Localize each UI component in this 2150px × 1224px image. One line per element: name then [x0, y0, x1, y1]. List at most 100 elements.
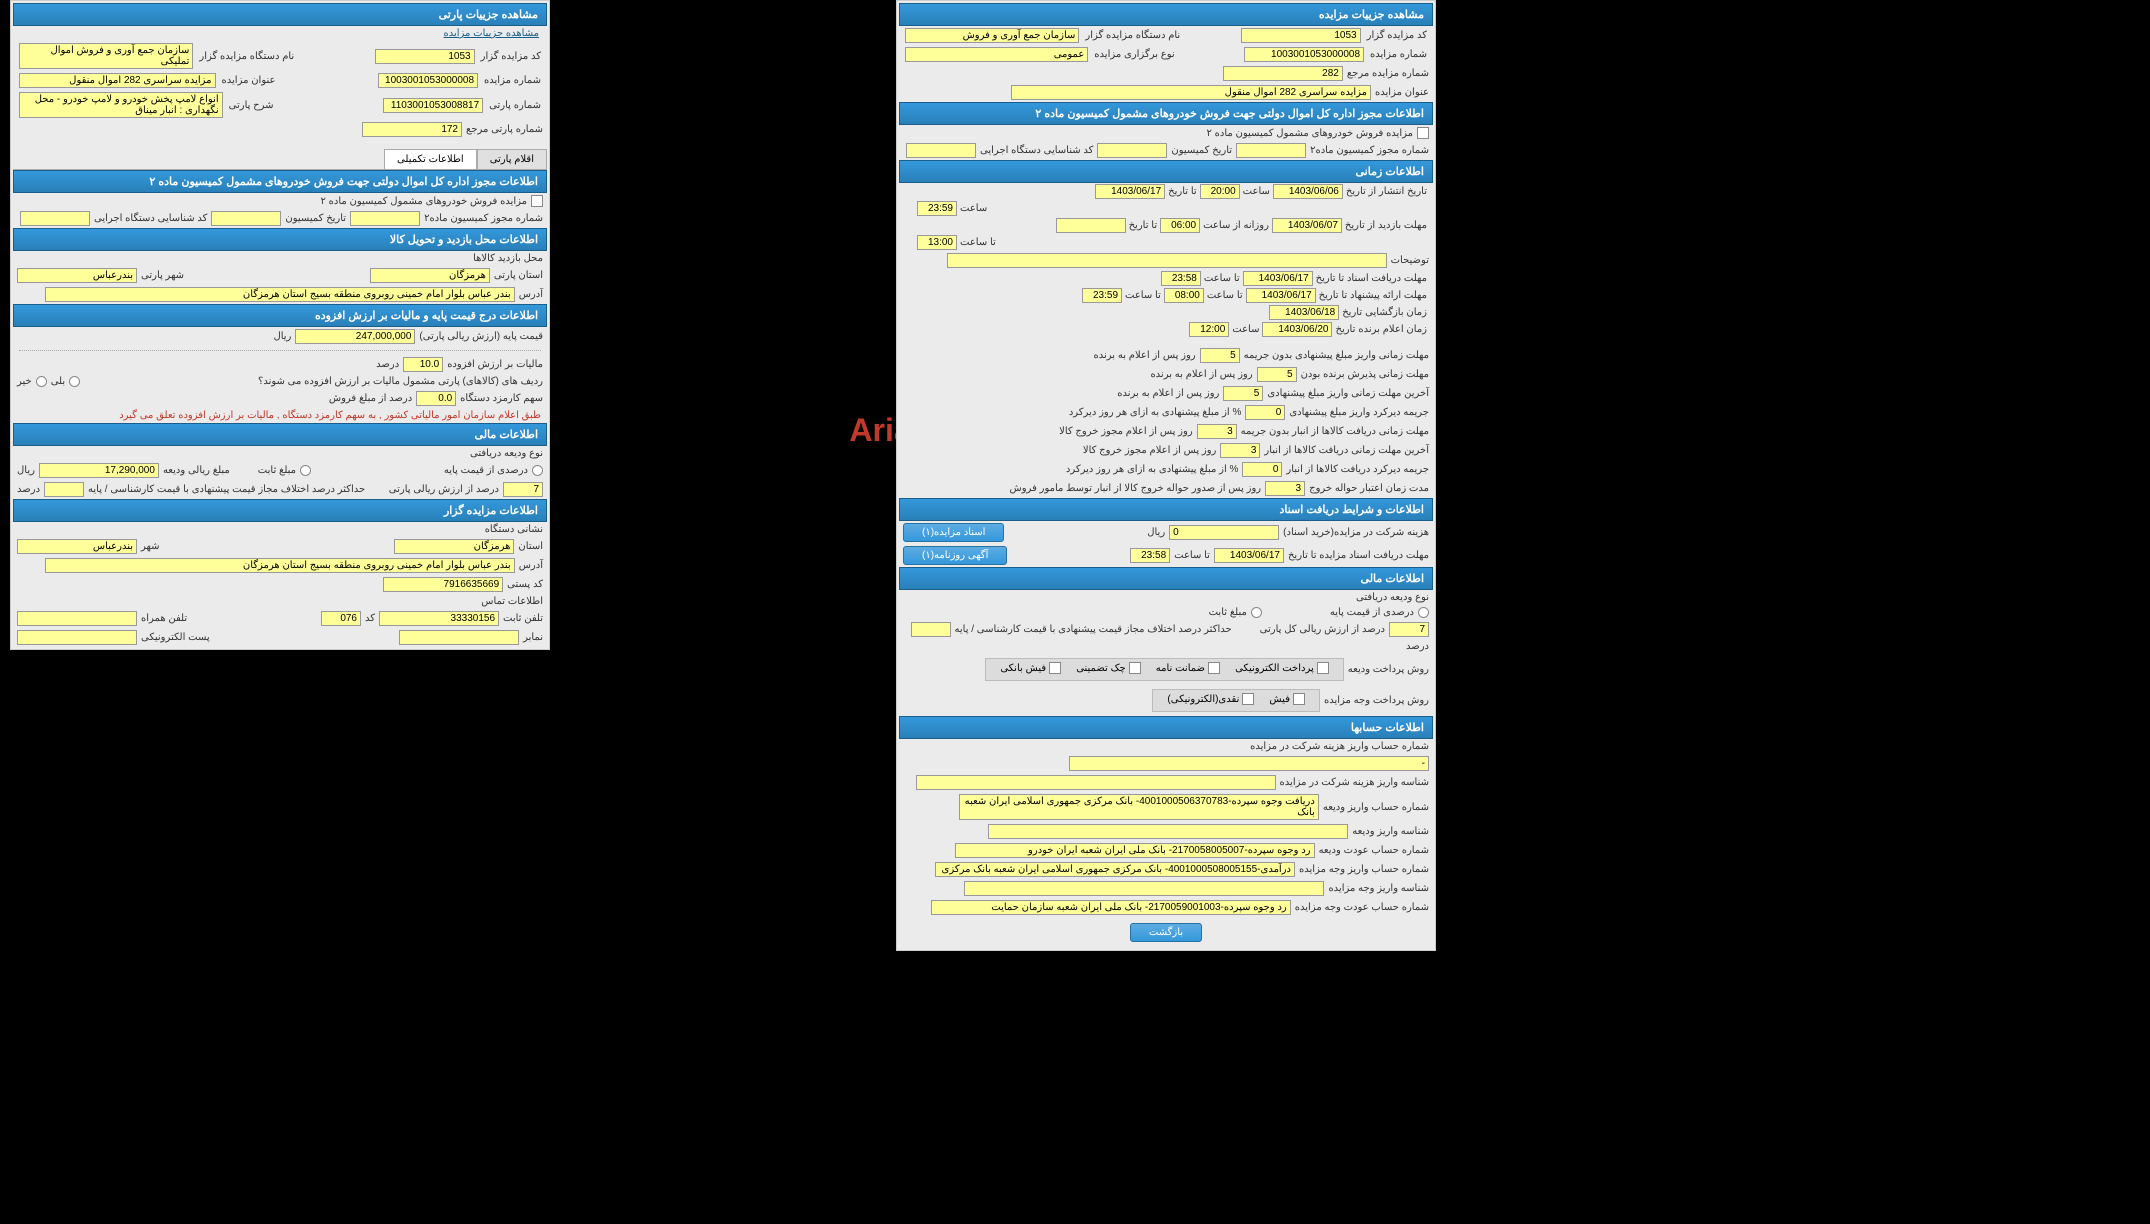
chk-fish[interactable]: [1293, 693, 1305, 705]
l-org-addr: آدرس: [519, 560, 543, 571]
btn-newspaper-ad[interactable]: آگهی روزنامه(۱): [903, 546, 1007, 565]
l-pub-from: تاریخ انتشار از تاریخ: [1346, 186, 1427, 197]
tab-supplementary[interactable]: اطلاعات تکمیلی: [384, 149, 477, 169]
f-org-prov: هرمزگان: [394, 539, 514, 554]
f-vat: 10.0: [403, 357, 443, 372]
label-auction-type: نوع برگزاری مزایده: [1094, 49, 1174, 60]
l-open-time: زمان بازگشایی: [1365, 307, 1427, 318]
l-city: شهر پارتی: [141, 270, 184, 281]
header-location: اطلاعات محل بازدید و تحویل کالا: [13, 228, 547, 251]
f-org-city: بندرعباس: [17, 539, 137, 554]
f-d5: 3: [1197, 424, 1237, 439]
l-doc-deadline: مهلت دریافت اسناد مزایده تا تاریخ: [1288, 550, 1429, 561]
label-ref-num: شماره مزایده مرجع: [1347, 68, 1429, 79]
f-visit-to-t: 13:00: [917, 235, 957, 250]
f-pub-from-d: 1403/06/06: [1273, 184, 1343, 199]
l-visit-from-t: روزانه از ساعت: [1203, 220, 1269, 231]
l-deposit-pct: درصد از ارزش ریالی کل پارتی: [1260, 624, 1385, 635]
header-lpermit: اطلاعات مجوز اداره کل اموال دولتی جهت فر…: [13, 170, 547, 193]
label-permit-num: شماره مجوز کمیسیون ماده۲: [1310, 145, 1429, 156]
l-winner-dl: تاریخ: [1335, 324, 1355, 335]
chk-vehicle-sale[interactable]: [1417, 127, 1429, 139]
chk-lveh[interactable]: [531, 195, 543, 207]
l-d2: مهلت زمانی پذیرش برنده بودن: [1301, 369, 1429, 380]
l-winner-time: زمان اعلام برنده: [1358, 324, 1427, 335]
l-phone: تلفن ثابت: [503, 613, 543, 624]
radio-no[interactable]: [36, 376, 47, 387]
radio-lpct[interactable]: [532, 465, 543, 476]
f-d2: 5: [1257, 367, 1297, 382]
radio-fixed[interactable]: [1251, 607, 1262, 618]
l-acc1: شماره حساب واریز هزینه شرکت در مزایده: [1250, 741, 1429, 752]
label-auction-title: عنوان مزایده: [1375, 87, 1429, 98]
label-auction-num: شماره مزایده: [1370, 49, 1427, 60]
l-acc8: شماره حساب عودت وجه مزایده: [1295, 902, 1429, 913]
l-lpct: درصدی از قیمت پایه: [444, 465, 528, 476]
f-d3: 5: [1223, 386, 1263, 401]
l-doc-cost: هزینه شرکت در مزایده(خرید اسناد): [1283, 527, 1429, 538]
l-lveh: مزایده فروش خودروهای مشمول کمیسیون ماده …: [320, 196, 527, 207]
radio-lfix[interactable]: [300, 465, 311, 476]
l-docs-deadline: مهلت دریافت اسناد تا تاریخ: [1316, 273, 1427, 284]
f-pub-to-d: 1403/06/17: [1095, 184, 1165, 199]
chk-cash[interactable]: [1242, 693, 1254, 705]
f-lmax-diff: [44, 482, 84, 497]
label-exec-code: کد شناسایی دستگاه اجرایی: [980, 145, 1093, 156]
chk-guarantee[interactable]: [1208, 662, 1220, 674]
l-org-city: شهر: [141, 541, 160, 552]
f-docs-deadline-t: 23:58: [1161, 271, 1201, 286]
l-prov: استان پارتی: [494, 270, 543, 281]
l-yes: بلی: [51, 376, 65, 387]
label-commission-date: تاریخ کمیسیون: [1171, 145, 1232, 156]
f-d8: 3: [1265, 481, 1305, 496]
l-pub-to: تا تاریخ: [1168, 186, 1197, 197]
u-max-diff: درصد: [1406, 641, 1429, 652]
l-vat-q: ردیف های (کالاهای) پارتی مشمول مالیات بر…: [258, 376, 543, 387]
l-acc6: شماره حساب واریز وجه مزایده: [1299, 864, 1429, 875]
f-desc: [947, 253, 1387, 268]
header-docs: اطلاعات و شرایط دریافت اسناد: [899, 498, 1433, 521]
btn-auction-docs[interactable]: اسناد مزایده(۱): [903, 523, 1004, 542]
l-pub-from-t: ساعت: [1243, 186, 1270, 197]
f-org-addr: بندر عباس بلوار امام خمینی روبروی منطقه …: [45, 558, 515, 573]
l-org-addr-t: نشانی دستگاه: [485, 524, 543, 535]
tab-items[interactable]: اقلام پارتی: [477, 149, 547, 169]
l-no: خیر: [17, 376, 32, 387]
f-lcd: [211, 211, 281, 226]
l-visit-to-t: تا ساعت: [960, 237, 996, 248]
link-view-auction[interactable]: مشاهده جزییات مزایده: [13, 26, 547, 41]
l-lcde: کد مزایده گزار: [481, 51, 541, 62]
header-org-info: اطلاعات مزایده گزار: [13, 499, 547, 522]
f-fee: 0.0: [416, 391, 456, 406]
chk-receipt[interactable]: [1049, 662, 1061, 674]
btn-back[interactable]: بازگشت: [1130, 923, 1202, 942]
header-financial: اطلاعات مالی: [899, 567, 1433, 590]
l-lref: شماره پارتی مرجع: [466, 124, 543, 135]
f-ltitle: مزایده سراسری 282 اموال منقول: [19, 73, 216, 88]
chk-epay[interactable]: [1317, 662, 1329, 674]
radio-percent[interactable]: [1418, 607, 1429, 618]
f-offer-deadline-t: 08:00: [1164, 288, 1204, 303]
header-lfin: اطلاعات مالی: [13, 423, 547, 446]
u-d4: % از مبلغ پیشنهادی به ازای هر روز دیرکرد: [1069, 407, 1242, 418]
l-lpn: شماره مجوز کمیسیون ماده۲: [424, 213, 543, 224]
f-acc2: [916, 775, 1276, 790]
field-permit-num: [1236, 143, 1306, 158]
l-pay1: روش پرداخت ودیعه: [1348, 664, 1429, 675]
auction-details-panel: مشاهده جزییات مزایده کد مزایده گزار 1053…: [896, 0, 1436, 951]
f-docs-deadline-d: 1403/06/17: [1243, 271, 1313, 286]
l-contact-t: اطلاعات تماس: [481, 596, 543, 607]
l-fish: فیش: [1269, 694, 1290, 705]
l-vat: مالیات بر ارزش افزوده: [447, 359, 543, 370]
l-d3: آخرین مهلت زمانی واریز مبلغ پیشنهادی: [1267, 388, 1429, 399]
u-d3: روز پس از اعلام به برنده: [1117, 388, 1219, 399]
u-base-price: ریال: [273, 331, 291, 342]
header-price: اطلاعات درج قیمت پایه و مالیات بر ارزش ا…: [13, 304, 547, 327]
u-d1: روز پس از اعلام به برنده: [1093, 350, 1195, 361]
radio-yes[interactable]: [69, 376, 80, 387]
l-d4: جریمه دیرکرد واریز مبلغ پیشنهادی: [1289, 407, 1429, 418]
chk-check[interactable]: [1129, 662, 1141, 674]
l-doc-deadline-t: تا ساعت: [1174, 550, 1210, 561]
header-time: اطلاعات زمانی: [899, 160, 1433, 183]
l-offer-deadline: مهلت ارائه پیشنهاد تا تاریخ: [1319, 290, 1427, 301]
